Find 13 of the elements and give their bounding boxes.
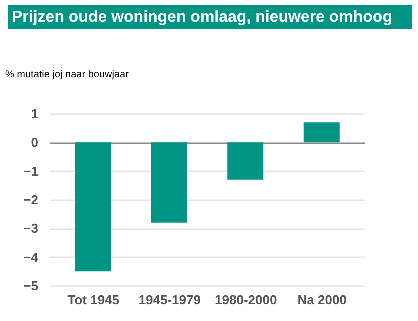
x-tick-label: 1945-1979 xyxy=(138,292,201,308)
y-tick-label: −1 xyxy=(24,164,38,179)
x-tick-label: Tot 1945 xyxy=(68,292,120,308)
y-axis-title: % mutatie joj naar bouwjaar xyxy=(6,70,130,80)
y-tick-label: −2 xyxy=(24,192,38,208)
y-tick-label: 1 xyxy=(31,106,38,122)
x-tick-label: 1980-2000 xyxy=(215,292,278,308)
y-tick-label: 0 xyxy=(31,135,38,150)
y-tick-label: −3 xyxy=(24,221,38,236)
chart-title: Prijzen oude woningen omlaag, nieuwere omhoog xyxy=(12,9,392,26)
y-tick-label: −4 xyxy=(24,250,40,265)
y-tick-label: −5 xyxy=(24,278,38,294)
x-tick-label: Na 2000 xyxy=(298,292,347,308)
